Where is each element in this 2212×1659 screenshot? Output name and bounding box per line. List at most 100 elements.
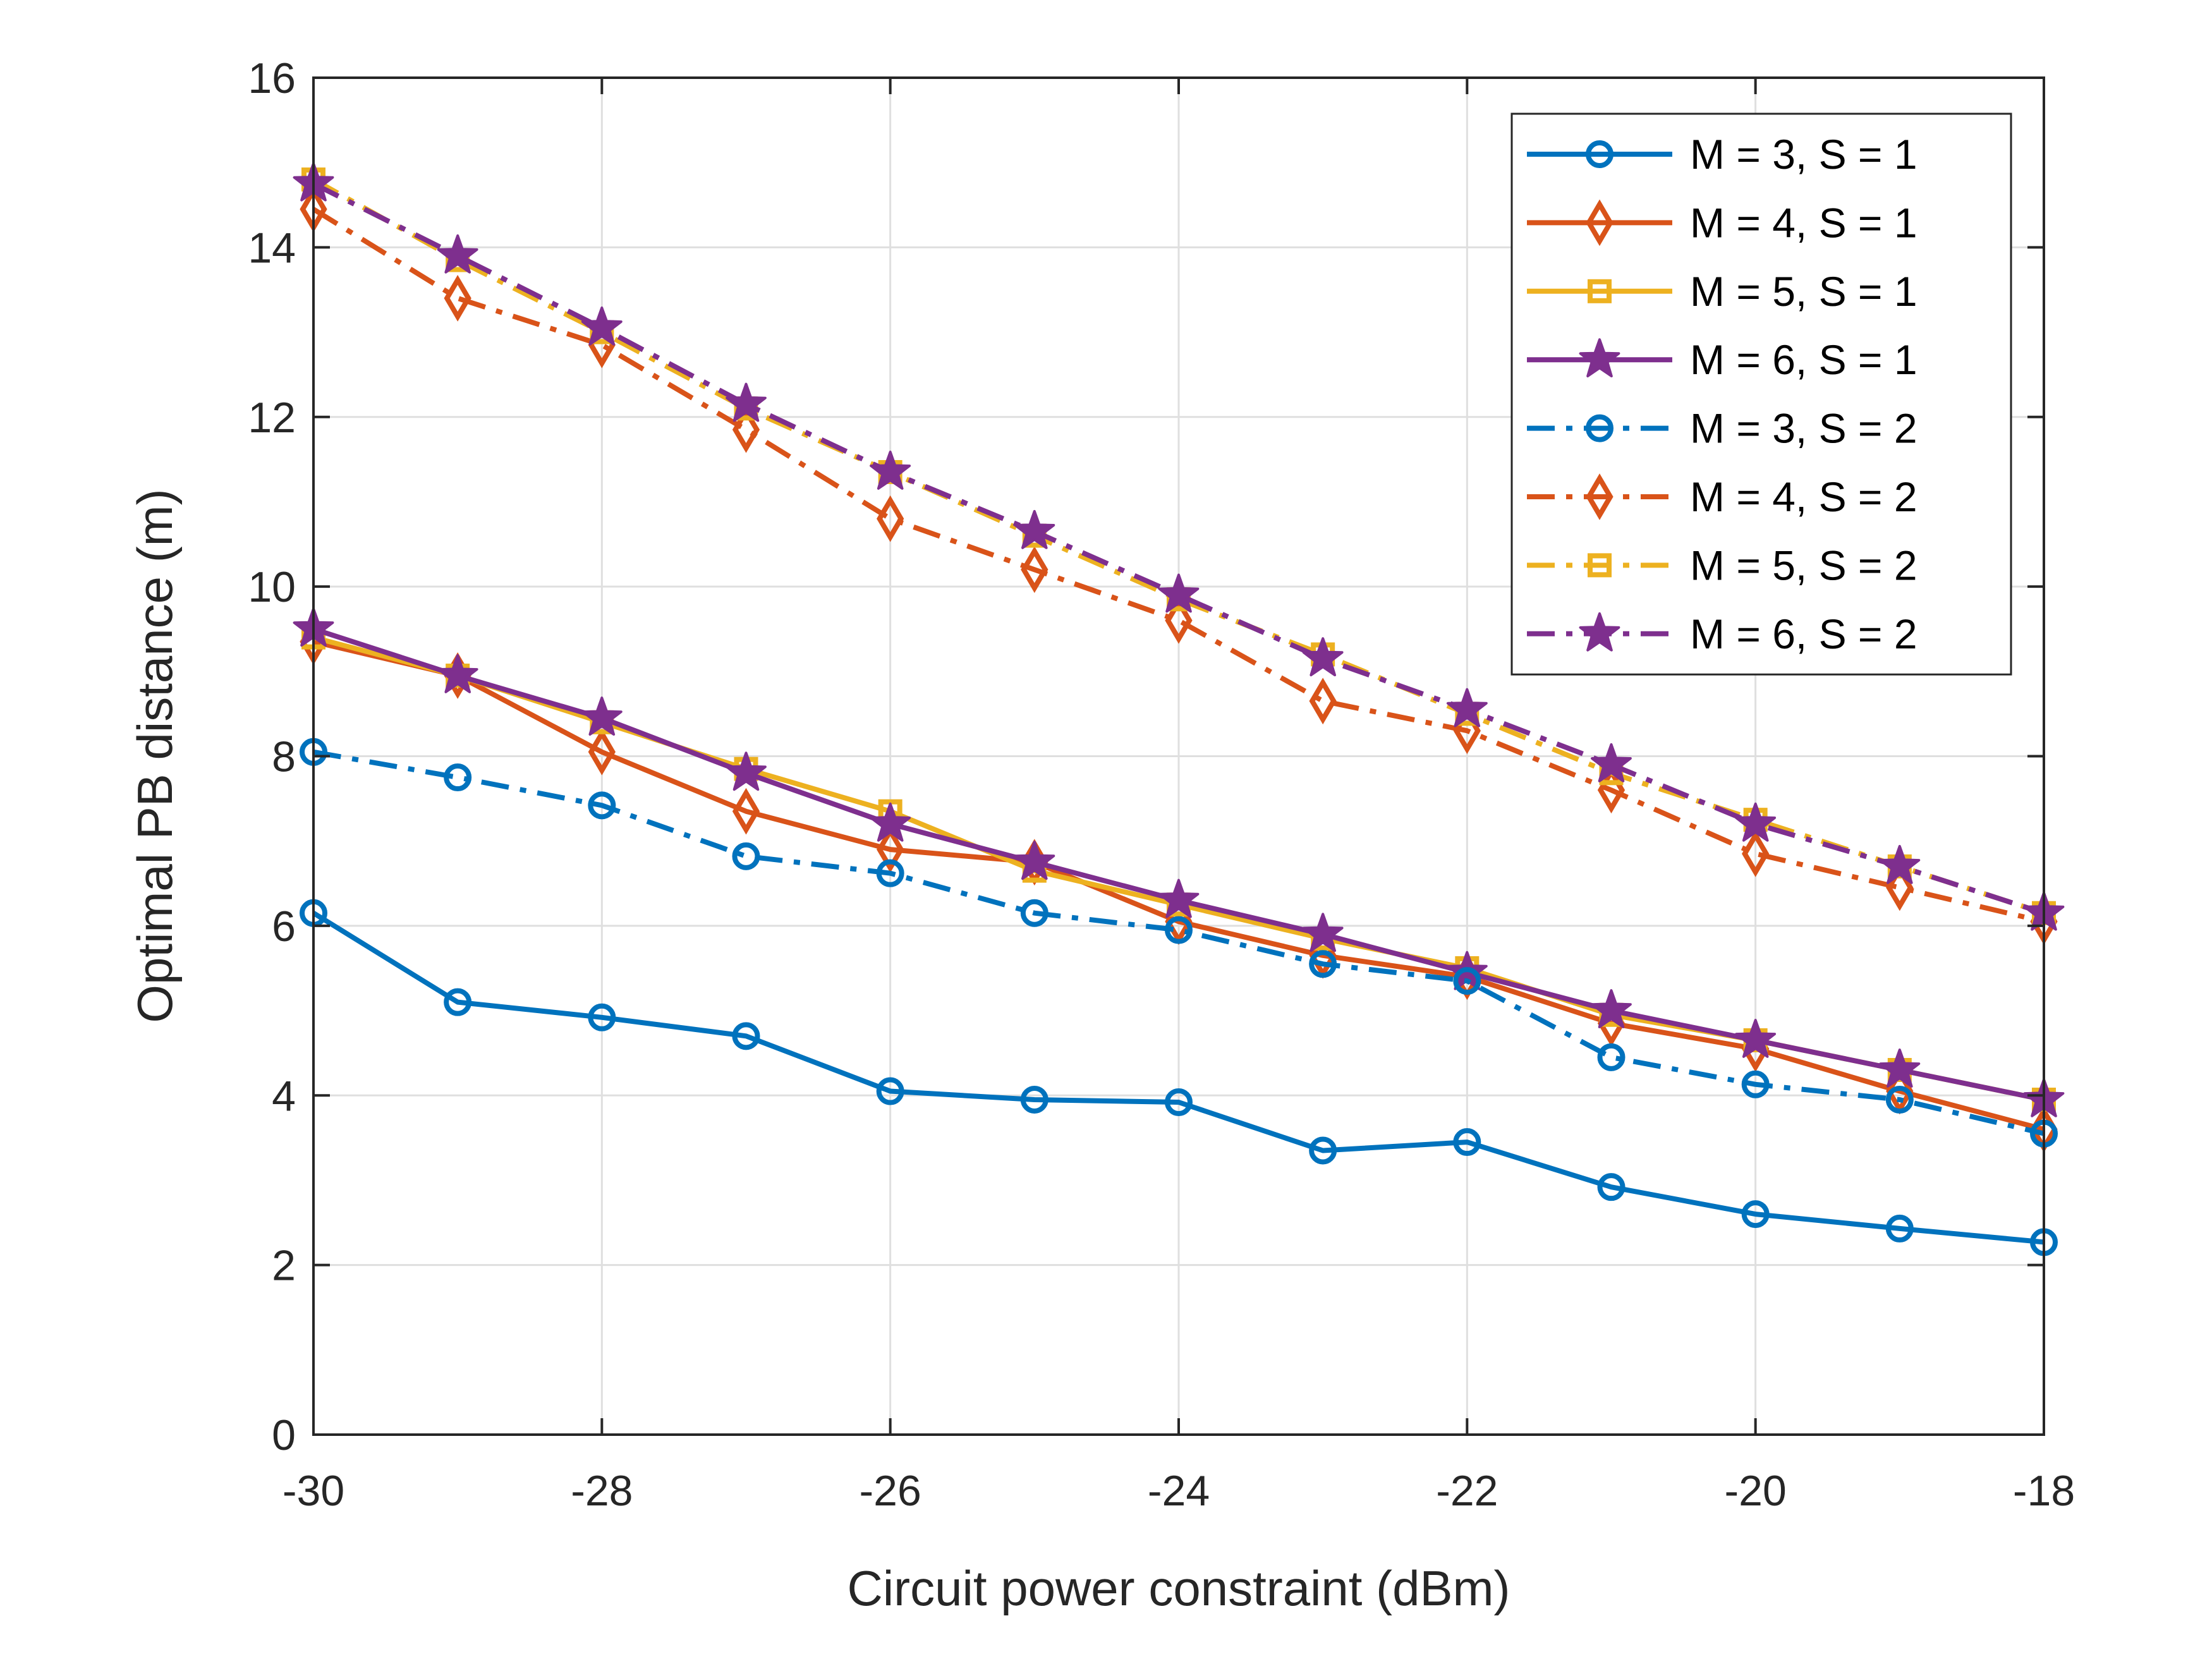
data-point — [444, 988, 472, 1016]
legend-item: M = 4, S = 1 — [1527, 199, 1917, 246]
legend-marker — [1586, 414, 1613, 442]
legend-item: M = 5, S = 2 — [1527, 542, 1917, 588]
data-point — [1302, 913, 1344, 952]
legend-marker — [1586, 473, 1613, 520]
data-point — [1591, 989, 1632, 1028]
y-tick-label: 10 — [248, 563, 296, 611]
legend-marker — [1588, 553, 1612, 578]
data-point — [1886, 864, 1914, 911]
data-point — [444, 274, 471, 322]
axis-ticks: -30 -28 -26 -24 -22 -20 -18 0 2 4 6 8 10 12 14 16 — [248, 54, 2075, 1515]
legend-item: M = 5, S = 1 — [1527, 268, 1917, 315]
data-point — [1158, 573, 1200, 613]
data-point — [588, 791, 616, 820]
y-tick-label: 4 — [272, 1072, 296, 1120]
y-axis-label: Optimal PB distance (m) — [127, 489, 183, 1023]
legend: M = 3, S = 1 M = 4, S = 1 M = 5, S = 1 M = … — [1510, 112, 2012, 676]
data-point — [1014, 841, 1055, 880]
x-tick-label: -26 — [860, 1467, 921, 1515]
legend-item: M = 3, S = 2 — [1527, 405, 1917, 452]
x-tick-label: -28 — [571, 1467, 633, 1515]
data-point — [877, 826, 904, 873]
data-point — [1735, 1019, 1777, 1058]
data-point — [1453, 1128, 1481, 1157]
data-point — [1885, 1085, 1914, 1114]
legend-marker — [1579, 338, 1620, 378]
data-point — [1309, 1136, 1337, 1165]
x-tick-label: -30 — [283, 1467, 344, 1515]
data-point — [870, 802, 911, 842]
data-point — [1021, 546, 1048, 593]
series-1 — [300, 899, 2058, 1256]
data-point — [1597, 1043, 1626, 1071]
data-point — [732, 406, 760, 453]
series-line — [313, 749, 2045, 1136]
data-point — [1014, 509, 1055, 549]
legend-marker — [1588, 279, 1612, 303]
data-point — [437, 654, 478, 693]
data-point — [732, 842, 760, 870]
legend-label: M = 5, S = 1 — [1690, 268, 1917, 315]
data-point — [1591, 743, 1632, 782]
data-point — [876, 859, 904, 887]
data-point — [876, 1077, 904, 1105]
legend-label: M = 6, S = 1 — [1690, 336, 1917, 383]
legend-item: M = 4, S = 2 — [1527, 473, 1917, 520]
y-tick-label: 12 — [248, 394, 296, 442]
data-point — [581, 696, 623, 736]
y-tick-label: 6 — [272, 902, 296, 951]
data-point — [1742, 830, 1770, 877]
legend-label: M = 4, S = 1 — [1690, 199, 1917, 246]
data-point — [1879, 844, 1921, 884]
legend-label: M = 6, S = 2 — [1690, 611, 1917, 657]
series-line — [312, 911, 2045, 1245]
data-point — [877, 495, 904, 542]
legend-marker — [1586, 199, 1613, 246]
data-point — [1302, 637, 1344, 677]
data-point — [1879, 1048, 1921, 1088]
x-tick-label: -24 — [1148, 1467, 1210, 1515]
data-point — [581, 306, 623, 346]
data-point — [870, 451, 911, 490]
legend-label: M = 4, S = 2 — [1690, 473, 1917, 520]
data-point — [1165, 1088, 1193, 1116]
legend-item: M = 6, S = 2 — [1527, 611, 1917, 657]
data-point — [1741, 1070, 1770, 1098]
data-point — [1020, 1085, 1048, 1114]
data-point — [726, 382, 767, 422]
series-layer — [293, 162, 2065, 1256]
series-8 — [293, 162, 2065, 931]
data-point — [1735, 802, 1777, 842]
legend-box — [1510, 112, 2012, 676]
y-tick-label: 2 — [272, 1242, 296, 1290]
data-point — [1020, 899, 1048, 927]
y-tick-label: 8 — [272, 733, 296, 781]
data-point — [1597, 1173, 1626, 1201]
data-point — [444, 763, 472, 792]
y-tick-label: 14 — [248, 224, 296, 272]
data-point — [1158, 878, 1200, 918]
series-5 — [300, 738, 2058, 1148]
data-point — [1453, 967, 1481, 995]
data-point — [1309, 950, 1337, 978]
x-axis-label: Circuit power constraint (dBm) — [848, 1560, 1510, 1616]
x-tick-label: -18 — [2013, 1467, 2075, 1515]
y-tick-label: 16 — [248, 54, 296, 102]
data-point — [1741, 1200, 1770, 1229]
legend-item: M = 3, S = 1 — [1527, 131, 1917, 178]
data-point — [1165, 916, 1193, 944]
data-point — [588, 1003, 616, 1031]
legend-marker — [1579, 612, 1620, 652]
legend-item: M = 6, S = 1 — [1527, 336, 1917, 383]
x-tick-label: -22 — [1436, 1467, 1498, 1515]
legend-label: M = 3, S = 2 — [1690, 405, 1917, 452]
data-point — [588, 728, 616, 775]
legend-marker — [1586, 140, 1613, 168]
y-tick-label: 0 — [272, 1411, 296, 1459]
data-point — [1309, 678, 1337, 725]
data-point — [1885, 1214, 1914, 1243]
x-tick-label: -20 — [1725, 1467, 1787, 1515]
data-point — [437, 234, 478, 274]
data-point — [726, 751, 767, 791]
